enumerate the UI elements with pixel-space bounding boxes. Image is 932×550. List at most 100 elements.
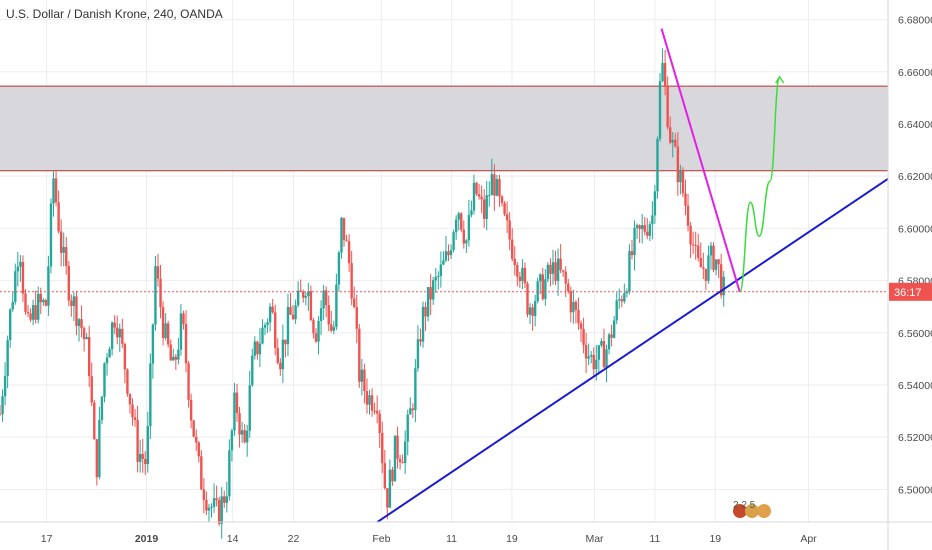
candle-body bbox=[714, 259, 718, 270]
candle-body bbox=[475, 182, 478, 195]
candle-body bbox=[419, 339, 422, 342]
candle-body bbox=[245, 430, 249, 443]
candle-body bbox=[442, 260, 445, 265]
candle-body bbox=[416, 339, 420, 369]
candle-body bbox=[266, 322, 269, 325]
candle-body bbox=[189, 399, 193, 421]
candle-body bbox=[462, 229, 465, 244]
candle-body bbox=[233, 392, 236, 431]
candle-body bbox=[605, 349, 608, 368]
candle-body bbox=[437, 276, 440, 278]
y-tick-label: 6.62000 bbox=[898, 171, 932, 183]
candle-body bbox=[177, 349, 180, 360]
candle-body bbox=[686, 205, 690, 226]
candle-body bbox=[681, 170, 685, 194]
candle-body bbox=[424, 306, 427, 317]
candle-body bbox=[263, 324, 267, 328]
candle-body bbox=[156, 266, 160, 279]
candle-body bbox=[223, 496, 226, 503]
candle-body bbox=[144, 458, 147, 465]
candle-body bbox=[630, 251, 634, 256]
candle-body bbox=[337, 252, 341, 285]
candle-body bbox=[212, 498, 216, 507]
candle-body bbox=[544, 279, 547, 299]
candle-body bbox=[429, 287, 432, 300]
candle-body bbox=[689, 225, 692, 245]
candle-body bbox=[434, 276, 437, 281]
candle-body bbox=[57, 202, 60, 232]
candle-body bbox=[546, 264, 550, 280]
candle-body bbox=[296, 290, 300, 306]
candle-body bbox=[0, 413, 2, 415]
candle-body bbox=[67, 265, 71, 301]
candle-body bbox=[628, 251, 631, 292]
candle-body bbox=[640, 225, 644, 230]
x-tick-label: 2019 bbox=[135, 533, 159, 545]
watermark-text: 2 2 5 bbox=[733, 500, 756, 511]
candle-body bbox=[116, 327, 119, 338]
chart-title: U.S. Dollar / Danish Krone, 240, OANDA bbox=[6, 7, 223, 21]
candle-body bbox=[217, 500, 221, 524]
candle-body bbox=[383, 463, 386, 489]
candle-body bbox=[34, 305, 37, 320]
x-tick-label: 11 bbox=[446, 533, 457, 545]
candle-body bbox=[454, 219, 458, 233]
candle-body bbox=[702, 267, 705, 269]
candle-body bbox=[174, 356, 178, 360]
candle-body bbox=[197, 442, 200, 457]
price-label-text: 36:17 bbox=[894, 287, 922, 299]
x-tick-label: 11 bbox=[649, 533, 660, 545]
candle-body bbox=[37, 293, 40, 320]
candle-body bbox=[202, 489, 206, 500]
candle-body bbox=[133, 417, 137, 421]
candle-body bbox=[307, 291, 310, 297]
candle-body bbox=[322, 290, 325, 309]
resistance-zone-layer bbox=[0, 85, 888, 172]
candle-body bbox=[98, 419, 101, 478]
candle-body bbox=[75, 296, 78, 326]
candle-body bbox=[49, 203, 53, 267]
candle-body bbox=[330, 324, 333, 331]
candle-body bbox=[164, 323, 167, 339]
candle-body bbox=[166, 323, 170, 345]
candle-body bbox=[14, 271, 17, 303]
candle-body bbox=[355, 307, 358, 329]
candle-body bbox=[8, 309, 12, 341]
candle-body bbox=[625, 291, 629, 294]
candle-body bbox=[350, 263, 353, 299]
candle-body bbox=[600, 341, 603, 346]
candle-body bbox=[503, 203, 506, 215]
candle-body bbox=[284, 339, 287, 345]
candle-body bbox=[623, 293, 626, 302]
candle-body bbox=[258, 343, 262, 355]
candle-body bbox=[615, 300, 618, 321]
candle-body bbox=[90, 376, 93, 403]
candle-body bbox=[651, 215, 654, 225]
candle-body bbox=[243, 430, 246, 443]
y-tick-label: 6.68000 bbox=[898, 15, 932, 27]
candle-body bbox=[52, 178, 55, 204]
candle-body bbox=[638, 225, 641, 230]
candle-body bbox=[406, 414, 409, 442]
candle-body bbox=[210, 506, 213, 508]
candle-body bbox=[536, 281, 539, 302]
candle-body bbox=[444, 251, 448, 261]
x-tick-label: Mar bbox=[585, 533, 604, 545]
candle-body bbox=[332, 327, 336, 331]
candle-body bbox=[228, 450, 231, 497]
candle-body bbox=[302, 291, 305, 298]
candle-body bbox=[136, 420, 139, 462]
candle-body bbox=[676, 146, 680, 183]
candle-body bbox=[16, 266, 20, 272]
candle-body bbox=[449, 250, 453, 256]
x-tick-label: 17 bbox=[41, 533, 53, 545]
candle-body bbox=[388, 469, 392, 508]
candle-body bbox=[432, 280, 435, 300]
candle-body bbox=[709, 245, 713, 256]
candle-body bbox=[159, 278, 162, 308]
candle-body bbox=[656, 138, 659, 192]
candle-body bbox=[722, 276, 725, 296]
candle-body bbox=[19, 261, 22, 267]
candle-body bbox=[381, 432, 384, 464]
